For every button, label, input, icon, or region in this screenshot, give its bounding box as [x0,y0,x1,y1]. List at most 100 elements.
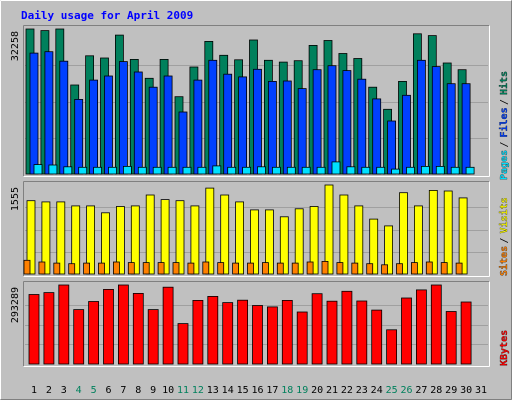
pages-bar [182,166,192,175]
pages-bar [391,168,401,175]
visits-bar [41,201,51,275]
legend-separator: / [499,99,510,105]
kbytes-bar [73,309,85,365]
pages-bar [33,164,43,175]
pages-bar [63,166,73,175]
visits-bar [443,190,453,275]
kbytes-bar [207,295,219,365]
files-bar [104,75,113,175]
kbytes-bar [281,299,293,365]
sites-bar [366,263,374,275]
pages-bar [93,166,102,175]
files-bar [29,52,39,175]
files-bar [312,69,322,175]
chart-legend: Sites / Visits [498,197,510,276]
kbytes-bar [326,300,338,365]
pages-bar [242,166,252,175]
day-label: 20 [311,385,323,396]
files-bar [238,76,248,175]
files-bar [267,81,277,175]
visits-bar [86,205,95,275]
files-bar [208,59,218,175]
visits-bar [116,206,125,275]
visits-bar [205,187,215,275]
day-label: 26 [400,385,412,396]
sites-bar [425,261,433,275]
sites-bar [157,262,165,275]
kbytes-bar [460,301,472,365]
legend-visits: Visits [498,197,510,233]
kbytes-bar [132,292,144,365]
pages-bar [361,166,371,175]
kbytes-bar [118,284,129,365]
day-label: 4 [76,385,82,396]
pages-bar [435,165,445,175]
pages-bar [346,166,356,175]
day-label: 17 [266,385,278,396]
pages-bar [167,166,177,175]
day-label: 7 [120,385,126,396]
sites-bar [187,262,195,275]
sites-bar [202,261,210,275]
sites-bar [396,263,403,275]
kbytes-bar [445,311,457,365]
kbytes-bar [88,301,99,365]
day-label: 31 [475,385,487,396]
pages-bar [78,166,88,175]
pages-bar [420,165,430,175]
files-bar [223,73,233,175]
sites-bar [217,262,225,275]
visits-bar [309,206,319,275]
chart-legend: KBytes [499,330,510,366]
day-label: 19 [296,385,308,396]
day-label: 22 [341,385,353,396]
visits-bar [264,209,274,275]
sites-bar [23,259,31,275]
visits-bar [175,200,185,275]
legend-separator: / [499,141,510,147]
sites-bar [440,262,448,275]
visits-bar [220,194,230,275]
sites-bar [321,260,329,275]
sites-bar [306,261,314,275]
files-bar [282,80,292,175]
day-label: 12 [192,385,204,396]
pages-bar [108,166,117,175]
day-label: 13 [207,385,219,396]
sites-bar [98,262,105,275]
sites-bar [261,262,269,275]
legend-files: Files [498,107,510,137]
visits-bar [250,209,259,275]
day-label: 15 [237,385,249,396]
visits-bar [71,205,81,275]
day-label: 27 [415,385,427,396]
files-bar [446,83,456,175]
legend-kbytes: KBytes [499,330,510,366]
day-label: 3 [61,385,67,396]
files-bar [431,66,441,175]
kbytes-bar [162,286,174,365]
files-bar [74,99,84,175]
day-label: 10 [162,385,174,396]
files-bar [119,61,128,175]
pages-bar [286,166,296,175]
visits-bar [354,205,364,275]
pages-bar [450,166,460,175]
kbytes-bar [147,309,159,365]
kbytes-bar [43,292,55,365]
visits-bar [399,192,408,275]
visits-bar [160,199,170,275]
visits-bar [101,212,110,275]
sites-bar [68,263,76,275]
day-label: 14 [222,385,234,396]
day-label: 6 [105,385,111,396]
pages-bar [197,166,207,175]
sites-bar [247,262,254,275]
day-label: 8 [135,385,141,396]
files-bar [357,78,367,175]
legend-sites: Sites [498,246,510,276]
chart-legend: Pages / Files / Hits [498,71,510,180]
day-label: 28 [430,385,442,396]
visits-bar [428,189,438,275]
